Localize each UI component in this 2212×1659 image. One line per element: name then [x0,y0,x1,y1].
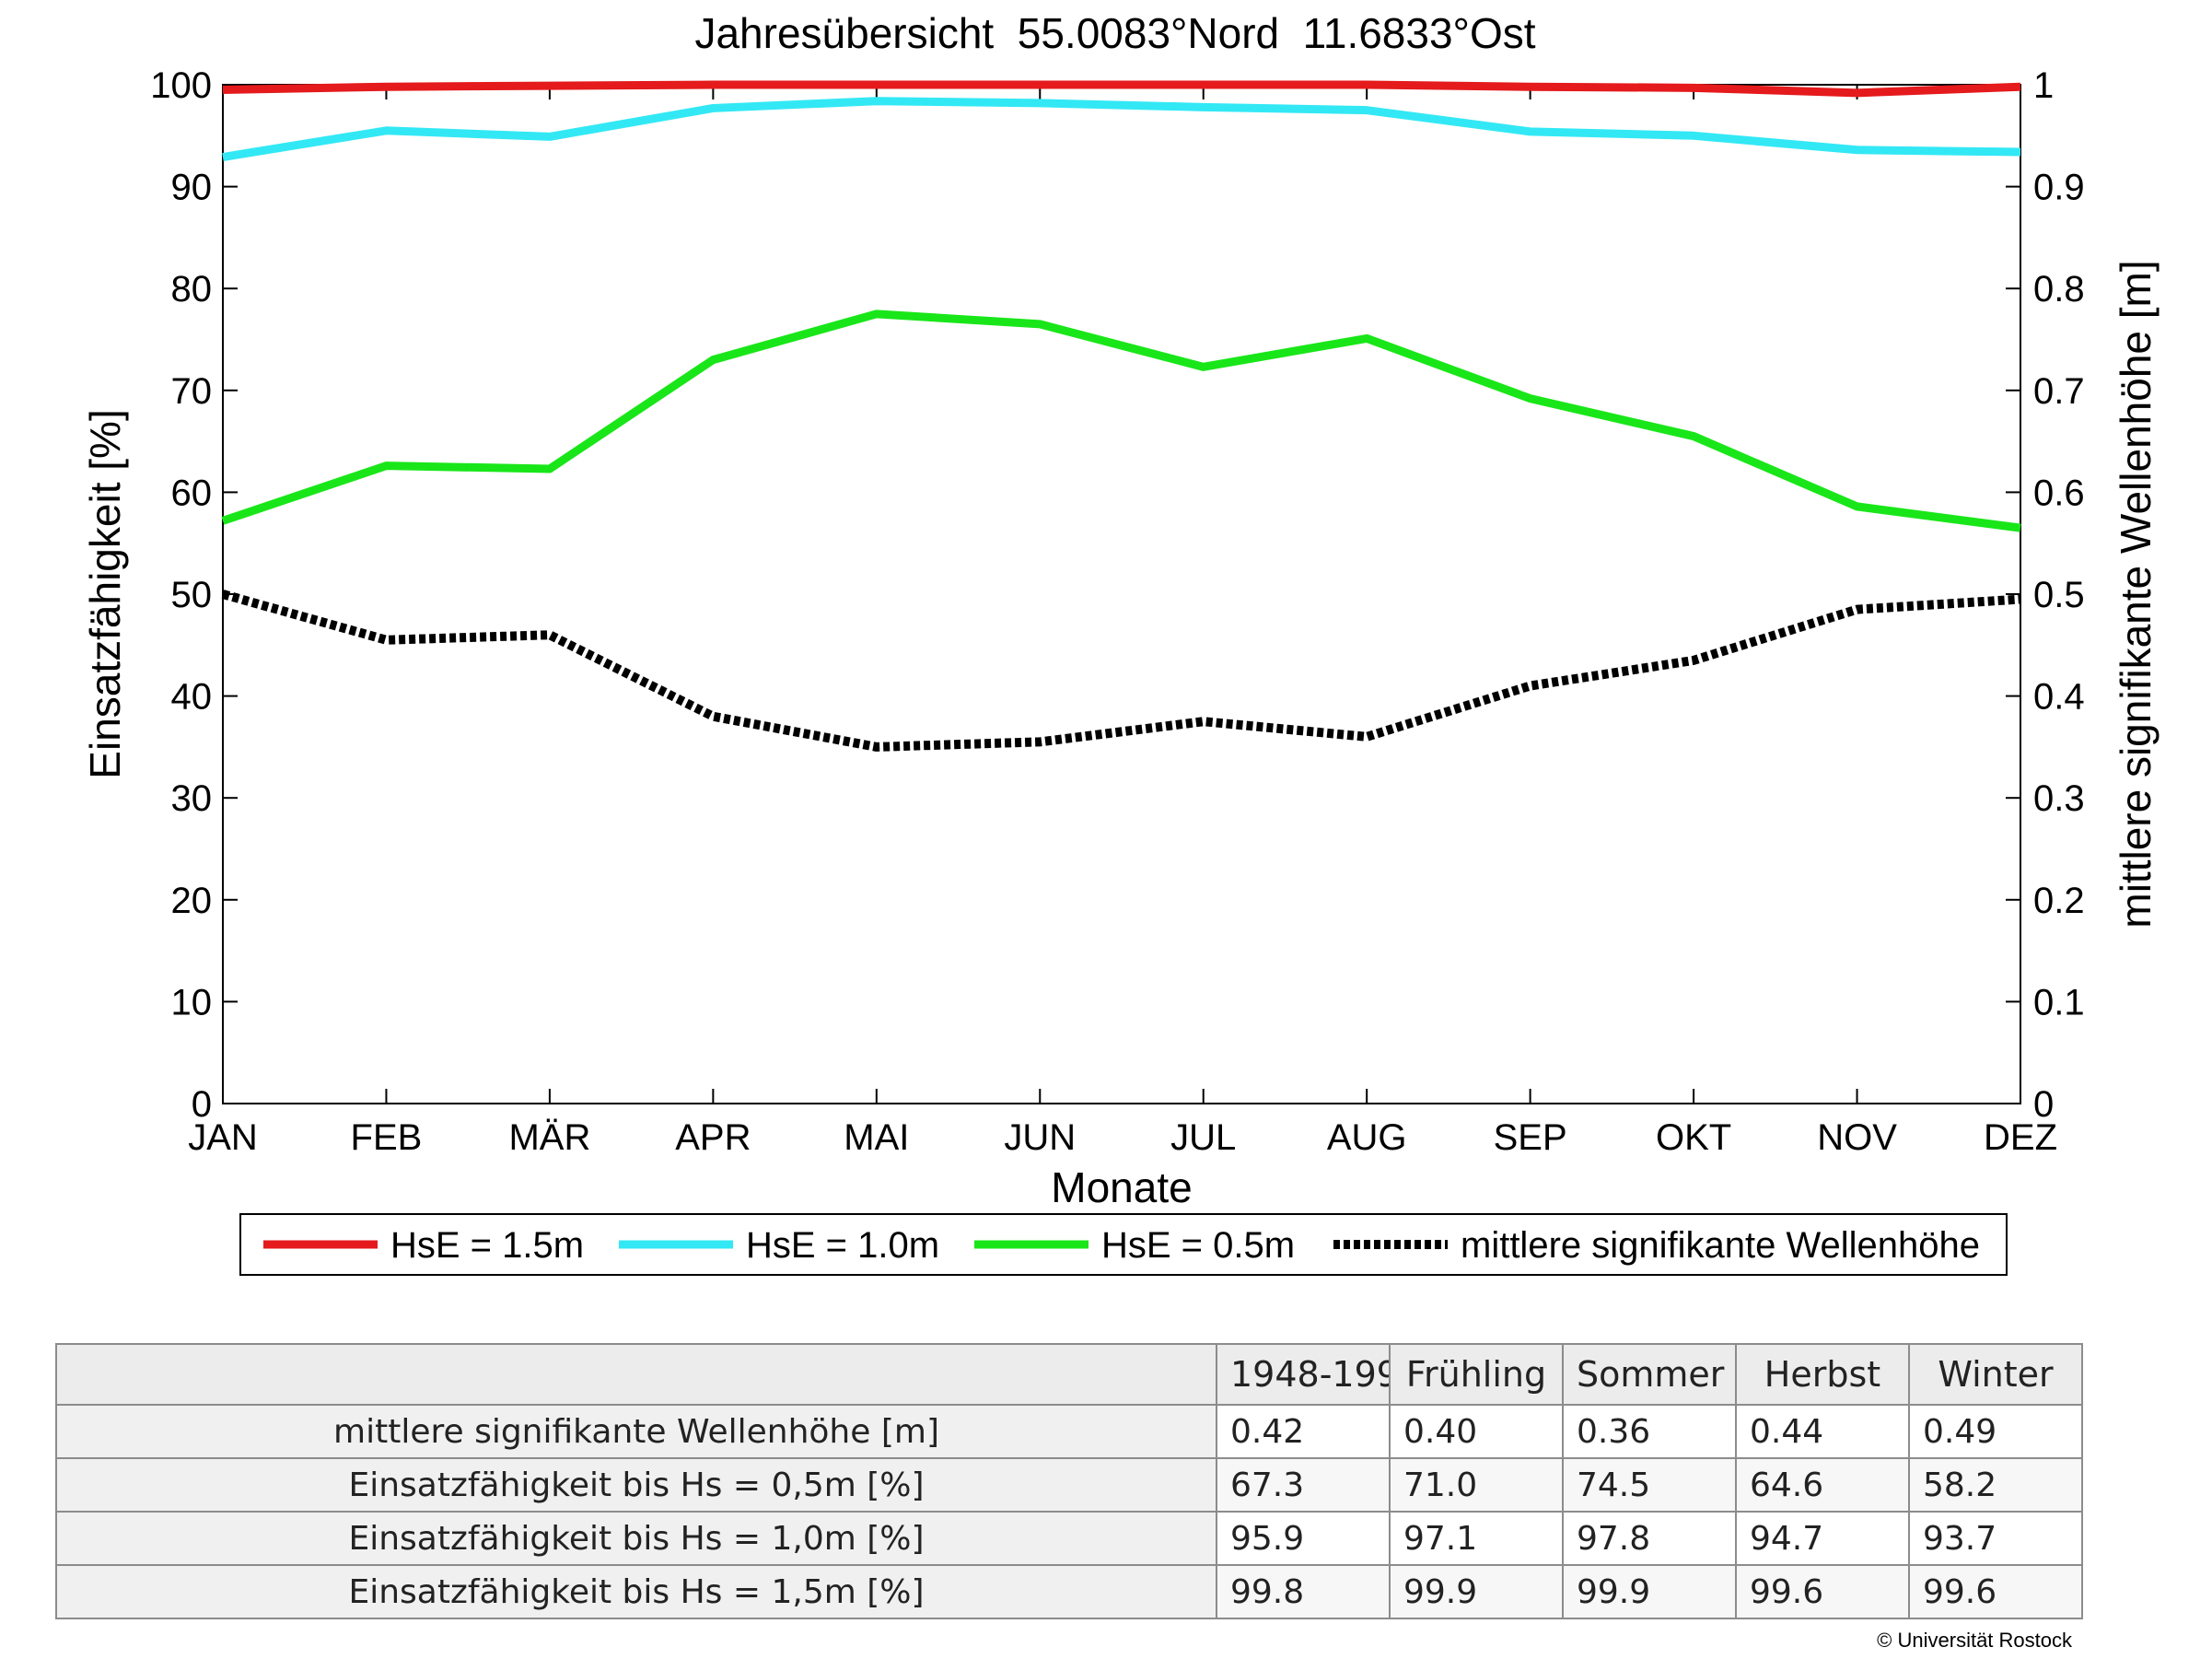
table-cell: 58.2 [1908,1457,2083,1513]
copyright-notice: © Universität Rostock [1877,1629,2072,1652]
series-line-1 [222,97,2021,161]
legend-box [239,1213,2008,1276]
y-tick-label-right: 0.8 [2033,269,2085,310]
table-cell: 99.8 [1216,1564,1391,1619]
table-cell: 94.7 [1735,1511,1910,1566]
x-tick-label: JAN [188,1117,258,1158]
table-header-cell: Sommer [1562,1343,1737,1406]
table-cell: 0.40 [1389,1404,1564,1459]
y-tick-label-left: 100 [150,65,212,106]
x-tick-label: JUN [1004,1117,1076,1158]
row-label: mittlere signifikante Wellenhöhe [m] [55,1404,1217,1459]
y-tick-label-left: 40 [171,677,213,718]
x-tick-label: APR [675,1117,751,1158]
legend: HsE = 1.5m HsE = 1.0m HsE = 0.5m mittlere s… [239,1213,2008,1276]
table-cell: 99.6 [1735,1564,1910,1619]
row-label: Einsatzfähigkeit bis Hs = 1,0m [%] [55,1511,1217,1566]
y-tick-label-left: 60 [171,473,213,513]
table-cell: 71.0 [1389,1457,1564,1513]
table-cell: 97.8 [1562,1511,1737,1566]
chart-title: Jahresübersicht 55.0083°Nord 11.6833°Ost [694,9,1535,57]
y-tick-label-left: 90 [171,168,213,208]
table-row: Einsatzfähigkeit bis Hs = 0,5m [%] 67.3 … [55,1457,2083,1513]
series-line-2 [221,310,2021,532]
series-line-3 [221,590,2021,752]
x-tick-label: AUG [1327,1117,1407,1158]
table-cell: 74.5 [1562,1457,1737,1513]
series-line-0 [222,80,2021,98]
legend-label: HsE = 1.0m [746,1225,939,1266]
ticks-layer: JAN FEB MÄR APR MAI JUN JUL AUG SEP OKT NOV DEZ0102… [150,65,2084,1158]
plot-area [222,84,2021,1104]
x-tick-label: SEP [1494,1117,1567,1158]
y-tick-label-right: 0.2 [2033,881,2085,921]
table-cell: 64.6 [1735,1457,1910,1513]
table-row: Einsatzfähigkeit bis Hs = 1,5m [%] 99.8 … [55,1564,2083,1619]
row-label: Einsatzfähigkeit bis Hs = 1,5m [%] [55,1564,1217,1619]
table-row: Einsatzfähigkeit bis Hs = 1,0m [%] 95.9 … [55,1511,2083,1566]
wave-chart: Jahresübersicht 55.0083°Nord 11.6833°Ost… [81,9,2160,1276]
table-row: mittlere signifikante Wellenhöhe [m] 0.4… [55,1404,2083,1459]
y-tick-label-left: 50 [171,575,213,615]
y-tick-label-right: 1 [2033,65,2054,106]
table-header-cell: Frühling [1389,1343,1564,1406]
y-tick-label-right: 0.4 [2033,677,2085,718]
x-tick-label: OKT [1656,1117,1731,1158]
table-cell: 93.7 [1908,1511,2083,1566]
x-tick-label: NOV [1817,1117,1897,1158]
x-tick-label: FEB [351,1117,423,1158]
table-cell: 0.42 [1216,1404,1391,1459]
legend-items: HsE = 1.5m HsE = 1.0m HsE = 0.5m mittlere s… [263,1225,1980,1266]
y-tick-label-left: 70 [171,371,213,412]
y-tick-label-right: 0.6 [2033,473,2085,513]
summary-table: 1948-1997 Frühling Sommer Herbst Winter … [55,1343,2083,1619]
legend-label: HsE = 1.5m [390,1225,584,1266]
y-tick-label-right: 0.3 [2033,778,2085,819]
y-tick-label-left: 0 [192,1084,212,1125]
table-cell: 0.44 [1735,1404,1910,1459]
x-tick-label: MAI [844,1117,909,1158]
y-tick-label-right: 0.7 [2033,371,2085,412]
table-cell: 99.9 [1389,1564,1564,1619]
x-axis-label: Monate [1051,1163,1192,1211]
y-tick-label-right: 0.1 [2033,982,2085,1022]
table-cell: 67.3 [1216,1457,1391,1513]
table-cell: 0.49 [1908,1404,2083,1459]
table-cell: 97.1 [1389,1511,1564,1566]
table-header-row: 1948-1997 Frühling Sommer Herbst Winter [55,1343,2083,1406]
y-tick-label-left: 30 [171,778,213,819]
x-tick-label: DEZ [1984,1117,2057,1158]
row-label: Einsatzfähigkeit bis Hs = 0,5m [%] [55,1457,1217,1513]
table-cell: 99.6 [1908,1564,2083,1619]
legend-label: HsE = 0.5m [1101,1225,1295,1266]
table-header-cell [55,1343,1217,1406]
table-cell: 99.9 [1562,1564,1737,1619]
y-axis-label-left: Einsatzfähigkeit [%] [81,409,129,778]
table-header-cell: 1948-1997 [1216,1343,1391,1406]
y-tick-label-right: 0.5 [2033,575,2085,615]
series-layer [221,80,2021,752]
legend-label: mittlere signifikante Wellenhöhe [1461,1225,1980,1266]
table-header-cell: Herbst [1735,1343,1910,1406]
y-tick-label-right: 0 [2033,1084,2054,1125]
y-axis-label-right: mittlere signifikante Wellenhöhe [m] [2112,260,2160,928]
x-tick-label: JUL [1170,1117,1236,1158]
table-cell: 0.36 [1562,1404,1737,1459]
y-tick-label-right: 0.9 [2033,168,2085,208]
table-cell: 95.9 [1216,1511,1391,1566]
table-header-cell: Winter [1908,1343,2083,1406]
x-tick-label: MÄR [508,1117,590,1158]
y-tick-label-left: 80 [171,269,213,310]
y-tick-label-left: 20 [171,881,213,921]
y-tick-label-left: 10 [171,982,213,1022]
